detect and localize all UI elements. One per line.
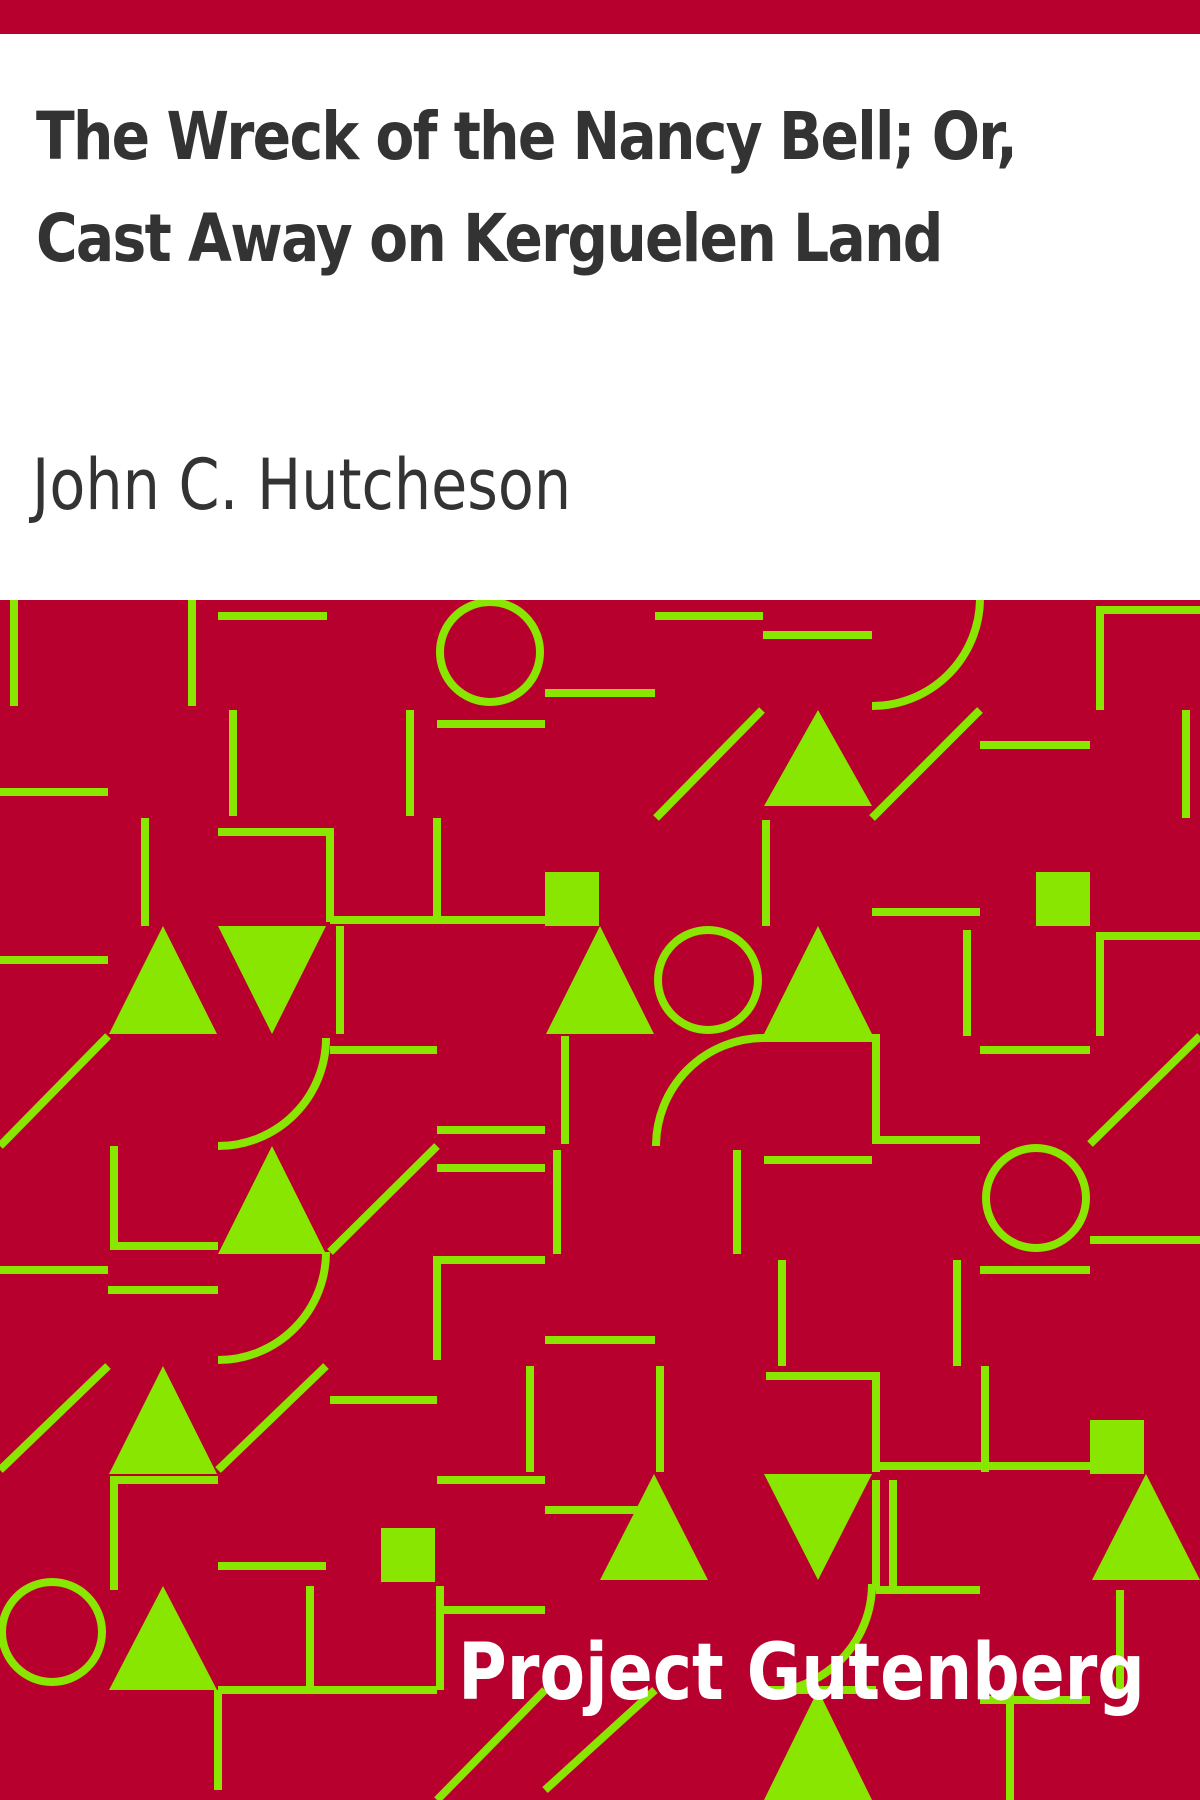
book-author: John C. Hutcheson xyxy=(32,444,572,526)
book-title: The Wreck of the Nancy Bell; Or, Cast Aw… xyxy=(36,98,1018,277)
geometric-pattern-icon xyxy=(0,600,1200,1800)
top-bar xyxy=(0,0,1200,34)
publisher-name: Project Gutenberg xyxy=(458,1628,1145,1718)
pattern-band xyxy=(0,600,1200,1800)
